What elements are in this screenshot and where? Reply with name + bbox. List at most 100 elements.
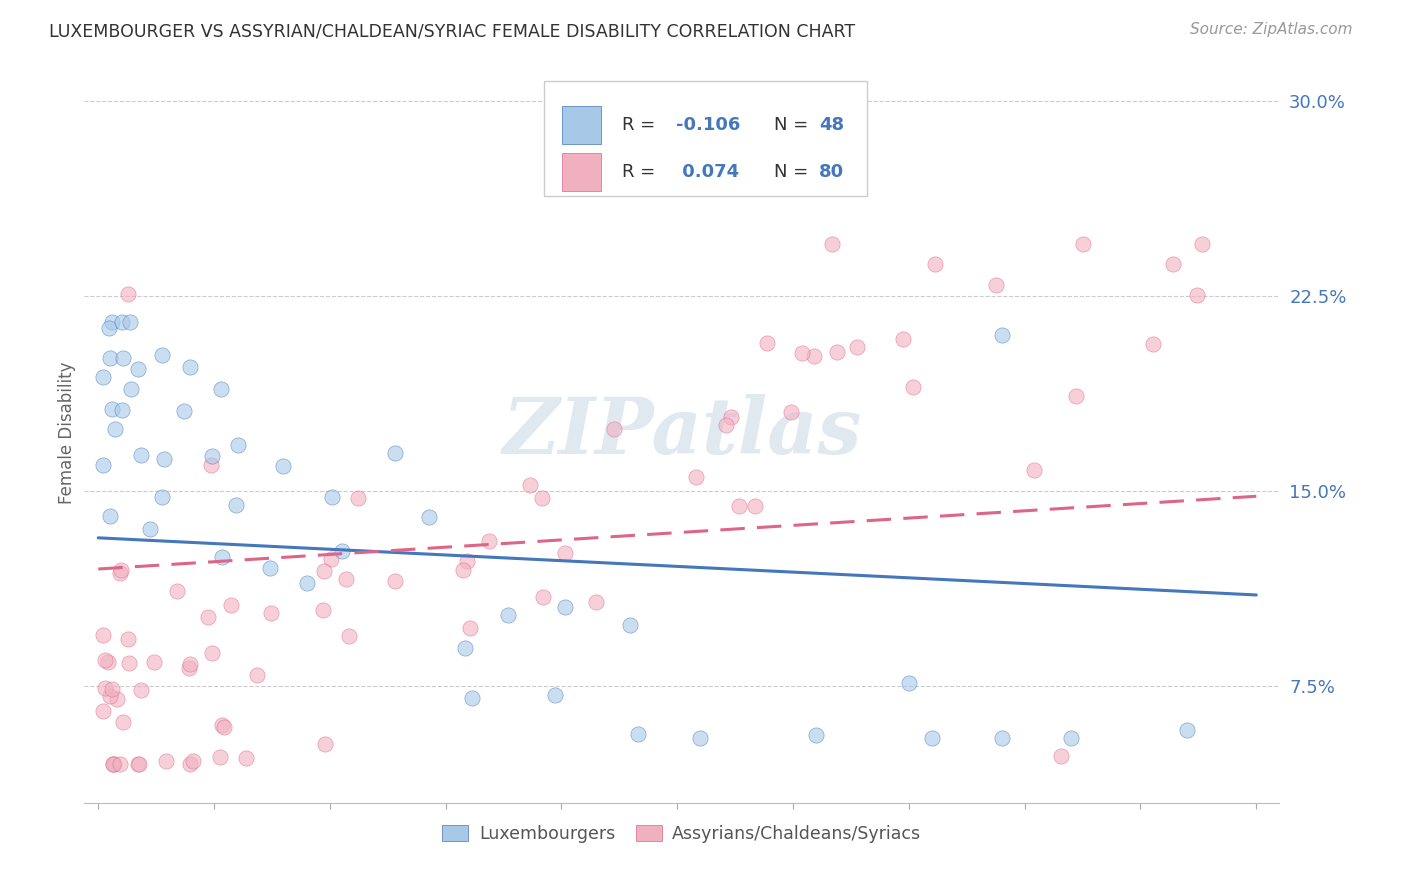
Point bbox=[166, 583, 188, 598]
Point bbox=[212, 720, 235, 734]
Point bbox=[108, 756, 131, 771]
Point bbox=[181, 754, 204, 768]
Point bbox=[139, 522, 162, 536]
Point bbox=[101, 756, 124, 771]
Point bbox=[297, 576, 319, 591]
Point bbox=[153, 452, 176, 467]
Point bbox=[451, 563, 474, 577]
Point bbox=[155, 754, 177, 768]
Point bbox=[101, 682, 124, 697]
Point bbox=[246, 668, 269, 682]
Point bbox=[337, 629, 360, 643]
Point bbox=[1191, 237, 1213, 252]
Point bbox=[897, 676, 920, 690]
Point bbox=[93, 681, 115, 695]
Point bbox=[1175, 723, 1198, 737]
Point bbox=[103, 756, 125, 771]
Point bbox=[543, 689, 565, 703]
Point bbox=[118, 315, 141, 329]
Point bbox=[496, 608, 519, 623]
Point bbox=[627, 727, 650, 741]
Point bbox=[554, 546, 576, 560]
Point bbox=[94, 653, 117, 667]
Point bbox=[689, 731, 711, 745]
Point bbox=[531, 590, 554, 604]
Point bbox=[924, 257, 946, 271]
Point bbox=[110, 563, 132, 577]
FancyBboxPatch shape bbox=[544, 81, 868, 195]
Point bbox=[312, 564, 335, 578]
Point bbox=[1024, 463, 1046, 477]
Point bbox=[117, 632, 139, 646]
Point bbox=[554, 600, 576, 615]
Text: N =: N = bbox=[773, 163, 814, 181]
Point bbox=[111, 402, 134, 417]
Point bbox=[714, 417, 737, 432]
Point bbox=[603, 422, 626, 436]
Text: Source: ZipAtlas.com: Source: ZipAtlas.com bbox=[1189, 22, 1353, 37]
Point bbox=[803, 349, 825, 363]
Point bbox=[335, 572, 357, 586]
Point bbox=[225, 499, 247, 513]
Text: R =: R = bbox=[623, 116, 661, 135]
Point bbox=[97, 656, 120, 670]
Text: 48: 48 bbox=[820, 116, 845, 135]
Point bbox=[120, 382, 142, 396]
Point bbox=[98, 509, 121, 524]
Point bbox=[891, 332, 914, 346]
Point bbox=[314, 737, 336, 751]
Point bbox=[112, 715, 135, 730]
Point bbox=[461, 690, 484, 705]
Point bbox=[128, 756, 150, 771]
Point bbox=[201, 646, 224, 660]
Point bbox=[418, 510, 440, 524]
Point bbox=[585, 594, 607, 608]
Point bbox=[820, 237, 842, 252]
Point bbox=[990, 731, 1012, 745]
Point bbox=[260, 606, 283, 620]
Point bbox=[235, 751, 257, 765]
Point bbox=[219, 598, 242, 612]
Point bbox=[531, 491, 554, 506]
Point bbox=[201, 449, 224, 463]
Point bbox=[384, 574, 406, 588]
Point bbox=[845, 340, 868, 354]
Point bbox=[454, 640, 477, 655]
Point bbox=[1071, 237, 1094, 252]
Point bbox=[173, 404, 195, 418]
Point bbox=[478, 533, 501, 548]
Point bbox=[273, 459, 295, 474]
Legend: Luxembourgers, Assyrians/Chaldeans/Syriacs: Luxembourgers, Assyrians/Chaldeans/Syria… bbox=[436, 818, 928, 850]
Text: -0.106: -0.106 bbox=[676, 116, 741, 135]
Point bbox=[384, 446, 406, 460]
Point bbox=[319, 552, 342, 566]
Point bbox=[117, 286, 139, 301]
Point bbox=[91, 704, 114, 718]
Point bbox=[259, 561, 281, 575]
Y-axis label: Female Disability: Female Disability bbox=[58, 361, 76, 504]
Point bbox=[101, 315, 124, 329]
Text: N =: N = bbox=[773, 116, 814, 135]
Point bbox=[619, 618, 641, 632]
Point bbox=[179, 360, 201, 375]
Point bbox=[226, 438, 249, 452]
Point bbox=[127, 361, 149, 376]
Point bbox=[91, 628, 114, 642]
Point bbox=[921, 731, 943, 745]
Point bbox=[984, 277, 1007, 292]
Point bbox=[209, 382, 232, 396]
Point bbox=[330, 544, 353, 558]
Point bbox=[105, 691, 128, 706]
Point bbox=[208, 749, 231, 764]
Text: ZIPatlas: ZIPatlas bbox=[502, 394, 862, 471]
Point bbox=[347, 491, 370, 505]
Point bbox=[1060, 731, 1083, 745]
Point bbox=[727, 500, 749, 514]
Point bbox=[1185, 288, 1208, 302]
Point bbox=[129, 448, 152, 462]
Point bbox=[456, 554, 478, 568]
Point bbox=[990, 328, 1012, 343]
Point bbox=[211, 549, 233, 564]
Point bbox=[321, 490, 343, 504]
Point bbox=[1066, 389, 1088, 403]
